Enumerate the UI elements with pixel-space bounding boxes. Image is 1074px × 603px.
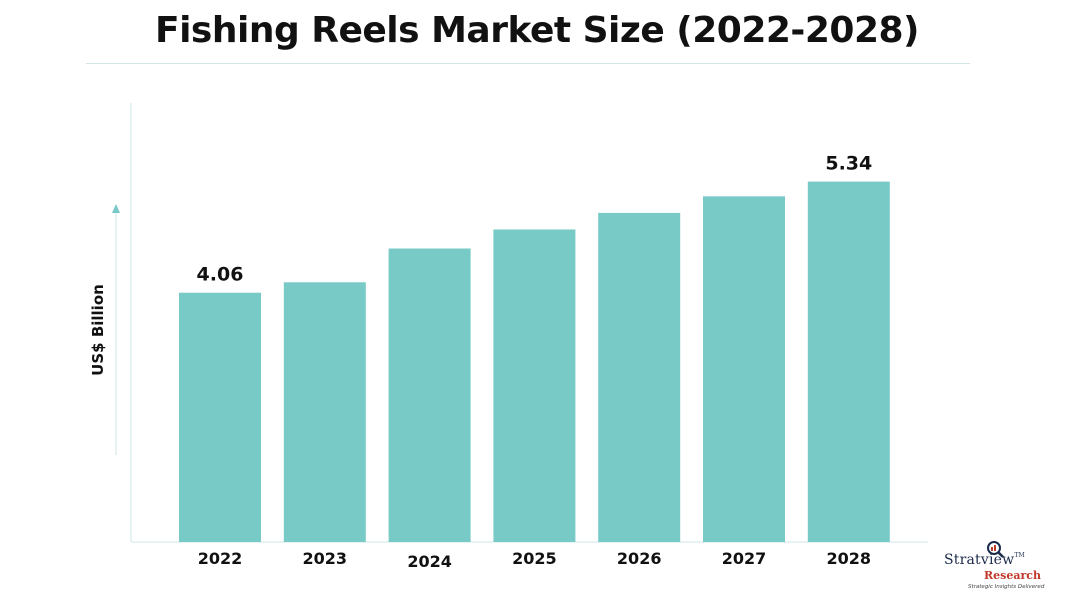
data-label-2028: 5.34: [825, 153, 872, 175]
logo-brand-text: StratviewTM: [944, 552, 1025, 568]
x-tick-label-2024: 2024: [407, 552, 452, 571]
x-tick-label-2022: 2022: [198, 549, 243, 568]
data-label-2022: 4.06: [197, 264, 244, 286]
bar-2022: [179, 292, 261, 542]
labels: 2022 4.06 2023 2024 2025 2026 2027 2028 5.34: [197, 153, 873, 571]
logo-research-text: Research: [984, 569, 1041, 582]
x-tick-label-2027: 2027: [722, 549, 767, 568]
magnifier-chart-icon: [987, 541, 1004, 558]
bar-2028: [807, 181, 890, 542]
bars: [179, 181, 890, 542]
logo-tagline: Strategic Insights Delivered: [968, 584, 1045, 590]
bar-2023: [283, 282, 366, 542]
bar-2025: [493, 229, 576, 542]
x-tick-label-2023: 2023: [303, 549, 348, 568]
y-arrow-head: [112, 204, 120, 213]
bar-2026: [598, 212, 681, 542]
x-tick-label-2026: 2026: [617, 549, 662, 568]
stratview-logo: StratviewTM Research Strategic Insights …: [938, 540, 1050, 596]
y-axis-label: US$ Billion: [89, 284, 107, 376]
title-divider: [86, 63, 970, 64]
x-tick-label-2028: 2028: [827, 549, 872, 568]
chart-title: Fishing Reels Market Size (2022-2028): [154, 10, 920, 51]
x-tick-label-2025: 2025: [512, 549, 557, 568]
bar-2027: [703, 196, 785, 542]
bar-2024: [388, 248, 471, 542]
